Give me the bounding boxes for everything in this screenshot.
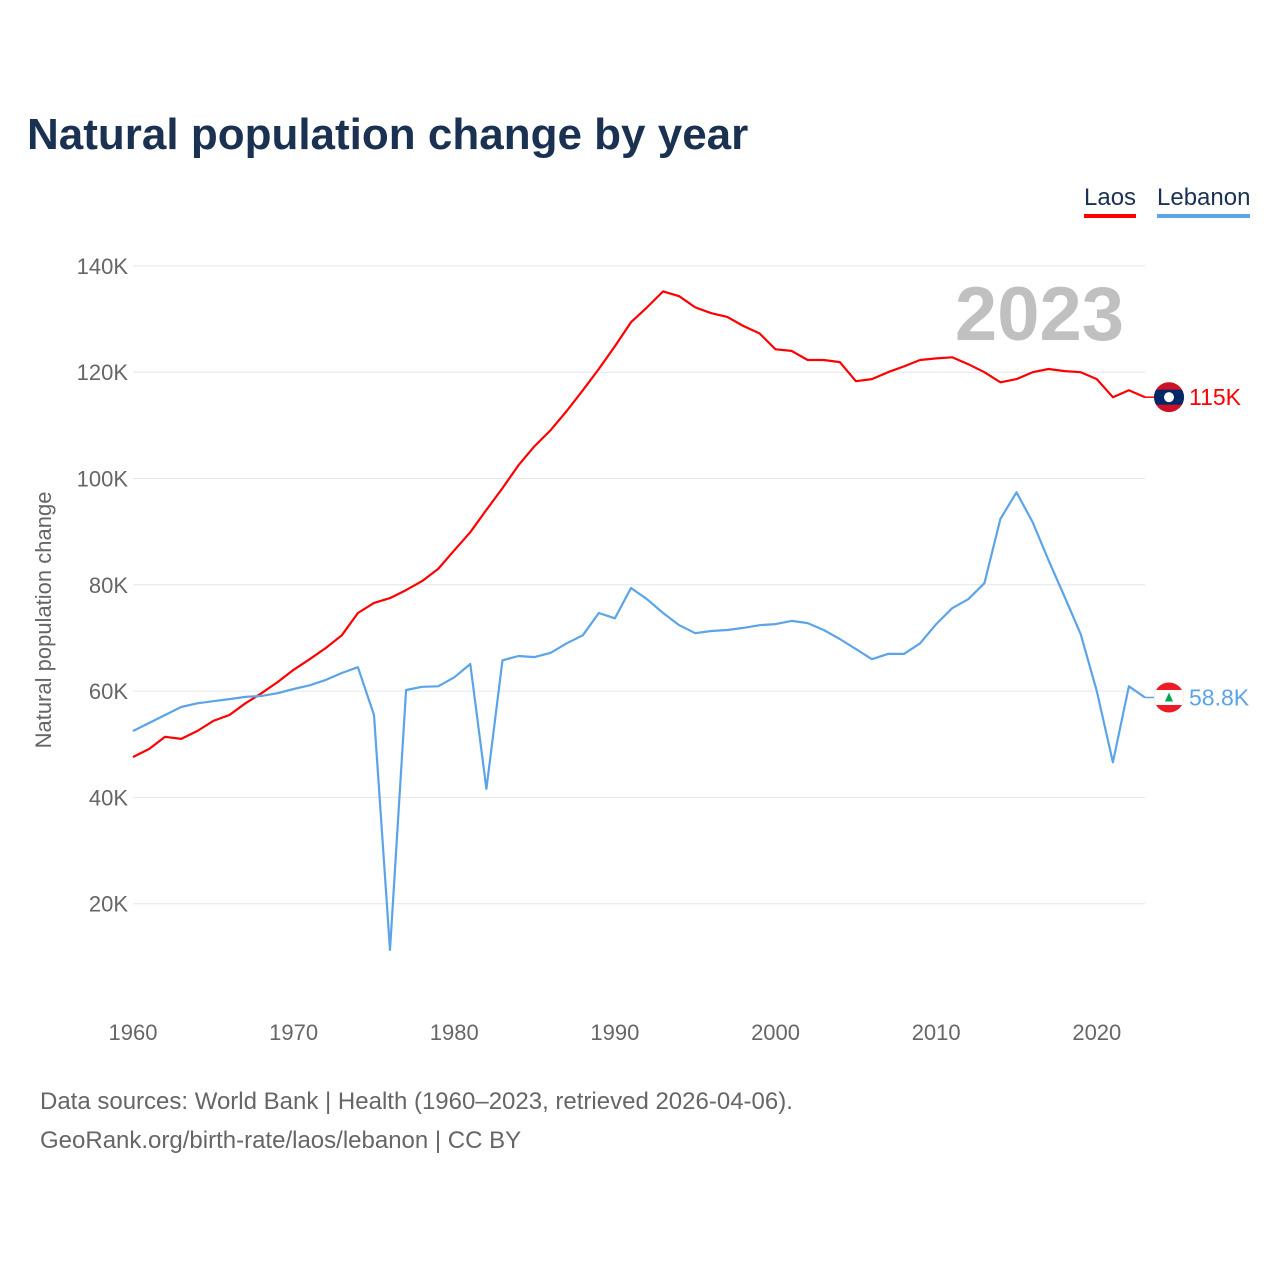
x-tick-label: 1960 xyxy=(109,1020,158,1045)
flag-body xyxy=(1154,382,1184,413)
flag-cedar xyxy=(1165,692,1173,702)
y-tick-label: 100K xyxy=(77,467,129,492)
end-value-label: 58.8K xyxy=(1189,684,1250,710)
series-line-laos xyxy=(132,290,1146,758)
legend-item-laos[interactable]: Laos xyxy=(1084,184,1137,218)
flag-body xyxy=(1154,682,1184,713)
series-line-lebanon xyxy=(132,491,1146,952)
y-axis-label: Natural population change xyxy=(31,492,56,749)
y-tick-label: 60K xyxy=(89,679,128,704)
source-link[interactable]: GeoRank.org/birth-rate/laos/lebanon | CC… xyxy=(40,1127,522,1154)
y-tick-label: 20K xyxy=(89,892,128,917)
y-tick-label: 140K xyxy=(77,254,129,279)
x-tick-label: 1970 xyxy=(269,1020,318,1045)
x-tick-label: 1980 xyxy=(430,1020,479,1045)
legend-item-lebanon[interactable]: Lebanon xyxy=(1157,184,1251,218)
flag-disc xyxy=(1164,392,1174,403)
lebanon-flag-icon xyxy=(1154,682,1184,713)
chart-title: Natural population change by year xyxy=(27,110,749,159)
x-tick-label: 1990 xyxy=(590,1020,639,1045)
year-watermark: 2023 xyxy=(955,272,1124,357)
end-value-label: 115K xyxy=(1189,384,1242,410)
laos-flag-icon xyxy=(1154,382,1184,413)
x-tick-label: 2010 xyxy=(912,1020,961,1045)
x-tick-label: 2020 xyxy=(1072,1020,1121,1045)
source-text: Data sources: World Bank | Health (1960–… xyxy=(40,1088,793,1115)
y-tick-label: 40K xyxy=(89,785,128,810)
y-tick-label: 80K xyxy=(89,573,128,598)
line-chart: 20K 40K 60K 80K 100K 120K 140K 1960 1970 1980 1990… xyxy=(31,254,1250,1045)
y-tick-label: 120K xyxy=(77,360,129,385)
x-tick-label: 2000 xyxy=(751,1020,800,1045)
